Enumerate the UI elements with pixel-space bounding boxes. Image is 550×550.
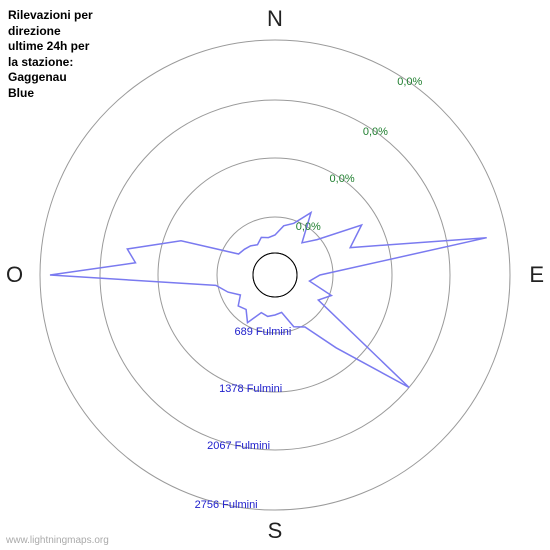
lower-ring-label-3: 2067 Fulmini (207, 440, 270, 452)
compass-w: O (6, 262, 23, 288)
upper-ring-label-3: 0,0% (363, 126, 388, 138)
compass-e: E (529, 262, 544, 288)
upper-ring-label-2: 0,0% (330, 173, 355, 185)
footer-credit: www.lightningmaps.org (6, 535, 109, 546)
upper-ring-label-1: 0,0% (296, 221, 321, 233)
lower-ring-label-1: 689 Fulmini (235, 326, 292, 338)
lower-ring-label-4: 2756 Fulmini (195, 499, 258, 511)
chart-title: Rilevazioni per direzione ultime 24h per… (8, 8, 93, 102)
compass-s: S (268, 518, 283, 544)
upper-ring-label-4: 0,0% (397, 76, 422, 88)
compass-n: N (267, 6, 283, 32)
lower-ring-label-2: 1378 Fulmini (219, 383, 282, 395)
